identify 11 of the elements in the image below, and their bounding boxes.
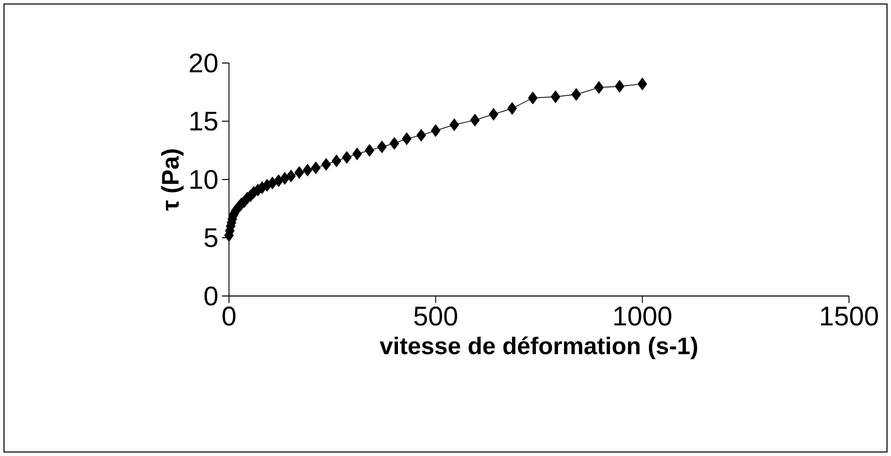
y-tick-label: 15 <box>190 112 218 131</box>
y-tick-label: 5 <box>204 228 218 248</box>
y-tick-label: 0 <box>204 286 218 306</box>
x-tick-label: 0 <box>222 306 236 326</box>
y-tick-label: 20 <box>190 53 218 73</box>
x-tick-label: 1000 <box>614 306 672 326</box>
y-axis-title: τ (Pa) <box>161 149 184 211</box>
x-tick-label: 500 <box>414 306 458 326</box>
y-tick-label: 10 <box>190 170 218 190</box>
x-axis-title: vitesse de déformation (s-1) <box>380 336 698 360</box>
x-tick-label: 1500 <box>821 306 878 326</box>
